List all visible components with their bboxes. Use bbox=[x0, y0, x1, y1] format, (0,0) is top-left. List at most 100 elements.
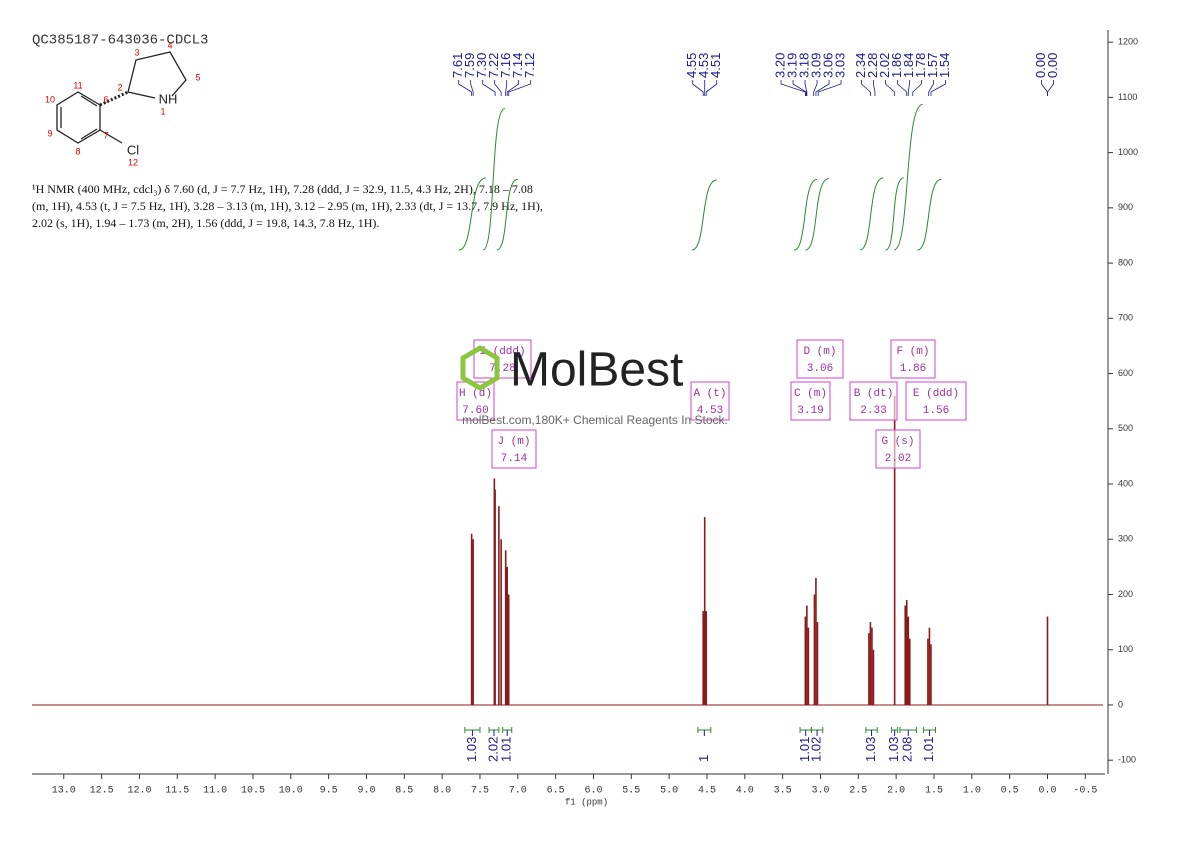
x-tick-label: 8.0 bbox=[433, 786, 451, 797]
peak-label: 1.78 bbox=[913, 53, 928, 78]
peak-connector bbox=[885, 80, 896, 96]
peak-label: 3.19 bbox=[784, 53, 799, 78]
peak-label: 7.59 bbox=[462, 53, 477, 78]
x-tick-label: 5.0 bbox=[660, 786, 678, 797]
atom-number: 10 bbox=[45, 94, 55, 104]
integral-curve bbox=[482, 108, 506, 251]
tagline: molBest.com,180K+ Chemical Reagents In S… bbox=[462, 413, 728, 427]
logo-icon bbox=[460, 345, 500, 391]
integral-curve bbox=[917, 178, 942, 251]
atom-number: 1 bbox=[160, 106, 165, 116]
x-tick-label: 1.0 bbox=[963, 786, 981, 797]
multiplet-shift: 3.19 bbox=[797, 405, 823, 417]
integral-label: 1.03 bbox=[863, 737, 878, 762]
x-tick-label: 4.5 bbox=[698, 786, 716, 797]
peak-label: 4.53 bbox=[696, 53, 711, 78]
multiplet-box bbox=[849, 381, 898, 421]
watermark: MolBest molBest.com,180K+ Chemical Reage… bbox=[460, 344, 728, 427]
multiplet-shift: 2.33 bbox=[860, 405, 886, 417]
peak-connector bbox=[780, 80, 806, 96]
atom-number: 9 bbox=[47, 128, 52, 138]
multiplet-shift: 7.60 bbox=[462, 405, 488, 417]
integral-curve bbox=[496, 178, 518, 251]
peak-label: 3.18 bbox=[796, 53, 811, 78]
x-tick-label: 10.5 bbox=[241, 786, 265, 797]
atom-label: NH bbox=[159, 91, 178, 106]
y-tick-label: 400 bbox=[1118, 478, 1133, 488]
peak-connector bbox=[458, 80, 473, 96]
multiplet-box bbox=[790, 381, 831, 421]
multiplet-shift: 1.56 bbox=[923, 405, 949, 417]
x-tick-label: 2.0 bbox=[887, 786, 905, 797]
multiplet-shift: 3.06 bbox=[807, 363, 833, 375]
x-tick-label: 9.0 bbox=[357, 786, 375, 797]
peak-label: 7.14 bbox=[510, 53, 525, 78]
multiplet-box bbox=[473, 339, 532, 379]
peak-connector bbox=[861, 80, 871, 96]
atom-number: 4 bbox=[167, 40, 172, 50]
integral-curve bbox=[458, 177, 487, 251]
peak-connector bbox=[494, 80, 502, 96]
peak-connector bbox=[804, 80, 808, 96]
brand: MolBest bbox=[510, 344, 683, 397]
hashed-bond bbox=[99, 90, 129, 107]
integral-label: 1 bbox=[696, 755, 711, 762]
description-line: (m, 1H), 4.53 (t, J = 7.5 Hz, 1H), 3.28 … bbox=[32, 199, 543, 213]
peak-label: 2.34 bbox=[853, 53, 868, 78]
atom-number: 2 bbox=[117, 82, 122, 92]
multiplet-box bbox=[456, 381, 495, 421]
y-tick-label: 1200 bbox=[1118, 37, 1138, 47]
y-tick-label: 0 bbox=[1118, 699, 1123, 709]
x-tick-label: 6.5 bbox=[547, 786, 565, 797]
atom-number: 7 bbox=[103, 130, 108, 140]
multiplet-shift: 1.86 bbox=[900, 363, 926, 375]
y-tick-label: 900 bbox=[1118, 202, 1133, 212]
y-tick-label: 1000 bbox=[1118, 147, 1138, 157]
x-tick-label: 1.5 bbox=[925, 786, 943, 797]
x-tick-label: 3.0 bbox=[811, 786, 829, 797]
peak-label: 4.55 bbox=[684, 53, 699, 78]
double-bond bbox=[80, 128, 98, 140]
peak-connector bbox=[482, 80, 496, 96]
peak-connector bbox=[897, 80, 908, 96]
multiplet-label: C (m) bbox=[794, 388, 827, 400]
description-line: ¹H NMR (400 MHz, cdcl₃) δ 7.60 (d, J = 7… bbox=[32, 182, 533, 196]
y-tick-label: 500 bbox=[1118, 423, 1133, 433]
integral-curve bbox=[893, 103, 923, 251]
x-tick-label: -0.5 bbox=[1073, 786, 1097, 797]
peak-label: 3.09 bbox=[808, 53, 823, 78]
x-tick-label: 7.5 bbox=[471, 786, 489, 797]
integral-label: 1.01 bbox=[921, 737, 936, 762]
peak-connector bbox=[792, 80, 807, 96]
y-tick-label: 1100 bbox=[1118, 92, 1137, 102]
x-axis-label: f1 (ppm) bbox=[565, 797, 608, 807]
multiplet-label: J (m) bbox=[497, 436, 530, 448]
peak-connector bbox=[873, 80, 876, 96]
x-tick-label: 12.0 bbox=[127, 786, 151, 797]
multiplet-shift: 7.14 bbox=[501, 453, 528, 465]
multiplet-box bbox=[690, 381, 730, 421]
peak-connector bbox=[817, 80, 842, 96]
peak-label: 2.02 bbox=[877, 53, 892, 78]
atom-number: 8 bbox=[75, 146, 80, 156]
peak-connector bbox=[508, 80, 532, 96]
peak-label: 0.00 bbox=[1033, 53, 1048, 78]
x-tick-label: 11.5 bbox=[165, 786, 189, 797]
peak-connector bbox=[692, 80, 704, 96]
multiplet-shift: 2.02 bbox=[885, 453, 911, 465]
x-tick-label: 0.5 bbox=[1001, 786, 1019, 797]
peak-connector bbox=[813, 80, 818, 96]
peak-label: 7.61 bbox=[450, 53, 465, 78]
y-tick-label: 700 bbox=[1118, 313, 1133, 323]
integral-label: 1.03 bbox=[464, 737, 479, 762]
integral-label: 1.02 bbox=[809, 737, 824, 762]
peak-label: 3.20 bbox=[772, 53, 787, 78]
x-tick-label: 10.0 bbox=[279, 786, 303, 797]
sample-title: QC385187-643036-CDCL3 bbox=[32, 33, 208, 49]
x-tick-label: 5.5 bbox=[622, 786, 640, 797]
integral-label: 1.01 bbox=[499, 737, 514, 762]
peak-label: 7.30 bbox=[474, 53, 489, 78]
multiplet-shift: 4.53 bbox=[697, 405, 723, 417]
description-line: 2.02 (s, 1H), 1.94 – 1.73 (m, 2H), 1.56 … bbox=[32, 216, 379, 230]
